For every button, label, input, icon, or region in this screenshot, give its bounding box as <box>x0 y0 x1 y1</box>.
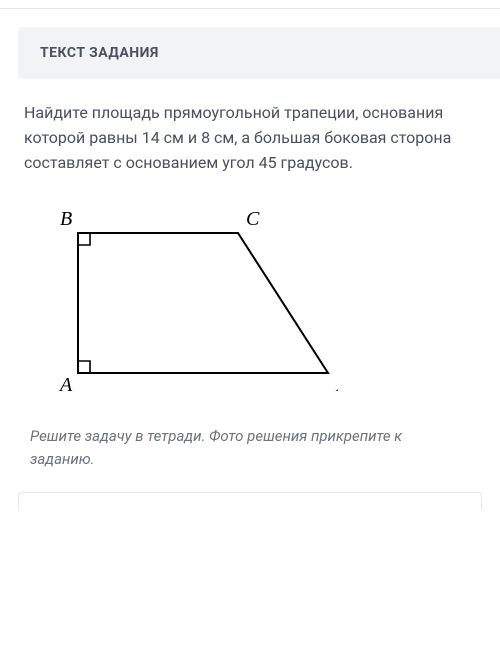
svg-text:C: C <box>246 208 260 230</box>
section-header: ТЕКСТ ЗАДАНИЯ <box>18 27 500 79</box>
answer-box[interactable] <box>18 492 482 510</box>
top-divider <box>0 8 500 9</box>
task-card: ТЕКСТ ЗАДАНИЯ Найдите площадь прямоуголь… <box>18 27 482 470</box>
diagram-container: A B C D <box>24 203 476 407</box>
svg-text:A: A <box>58 374 73 396</box>
svg-text:B: B <box>60 208 72 230</box>
instructions-text: Решите задачу в тетради. Фото решения пр… <box>24 425 476 470</box>
problem-text: Найдите площадь прямоугольной трапеции, … <box>24 101 476 175</box>
section-title: ТЕКСТ ЗАДАНИЯ <box>40 45 478 61</box>
problem-body: Найдите площадь прямоугольной трапеции, … <box>18 79 482 470</box>
svg-text:D: D <box>335 374 338 396</box>
trapezoid-diagram: A B C D <box>38 203 338 403</box>
